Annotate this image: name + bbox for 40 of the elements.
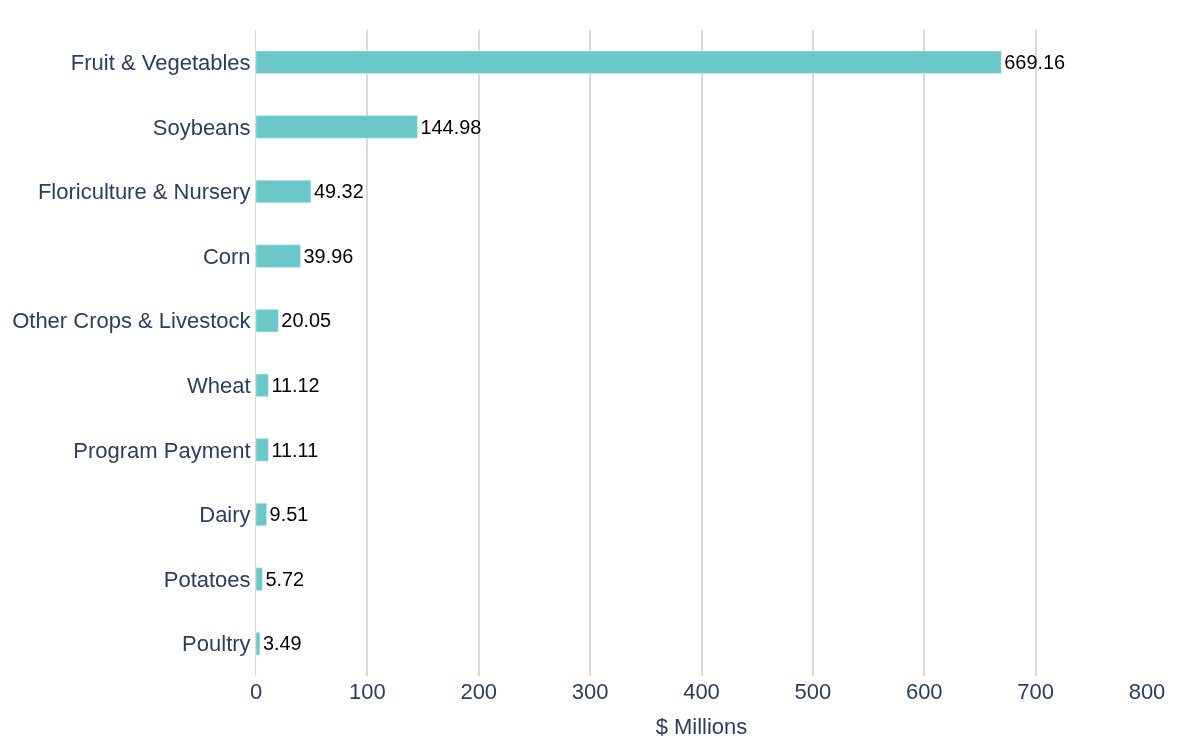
bar	[256, 179, 312, 204]
bar	[256, 309, 279, 333]
x-tick-label: 0	[249, 679, 263, 704]
x-tick-label: 800	[1128, 679, 1166, 704]
y-tick-label: Potatoes	[163, 566, 251, 592]
data-label: 9.51	[269, 503, 309, 526]
data-label: 3.49	[262, 632, 302, 655]
y-tick-label: Fruit & Vegetables	[70, 50, 251, 75]
data-label: 11.11	[271, 438, 319, 461]
data-label: 20.05	[281, 309, 332, 332]
data-label: 39.96	[303, 244, 354, 267]
y-tick-label: Soybeans	[152, 114, 251, 140]
data-label: 11.12	[271, 374, 320, 397]
bar	[256, 244, 301, 268]
y-tick-label: Dairy	[199, 502, 251, 528]
y-tick-label: Other Crops & Livestock	[12, 308, 252, 334]
bar	[256, 373, 269, 397]
bar	[256, 438, 269, 462]
bar	[256, 50, 1002, 74]
x-tick-label: 700	[1017, 679, 1054, 704]
data-label: 144.98	[420, 115, 482, 138]
y-tick-label: Corn	[202, 243, 251, 269]
data-label: 5.72	[265, 567, 305, 590]
y-tick-label: Wheat	[187, 373, 251, 398]
x-axis-title: $ Millions	[655, 713, 748, 739]
x-tick-label: 600	[905, 679, 943, 704]
bar	[256, 502, 267, 527]
y-tick-label: Program Payment	[73, 437, 251, 463]
x-tick-label: 100	[349, 679, 386, 704]
y-tick-label: Poultry	[182, 631, 251, 657]
x-tick-label: 300	[571, 679, 609, 704]
x-tick-label: 200	[460, 679, 498, 704]
bar	[256, 567, 263, 591]
data-label: 669.16	[1004, 51, 1066, 74]
data-label: 49.32	[313, 180, 364, 203]
x-tick-label: 400	[683, 679, 720, 704]
bar	[256, 115, 418, 139]
x-tick-label: 500	[794, 679, 832, 704]
bar	[256, 632, 261, 656]
y-tick-label: Floriculture & Nursery	[37, 179, 251, 205]
